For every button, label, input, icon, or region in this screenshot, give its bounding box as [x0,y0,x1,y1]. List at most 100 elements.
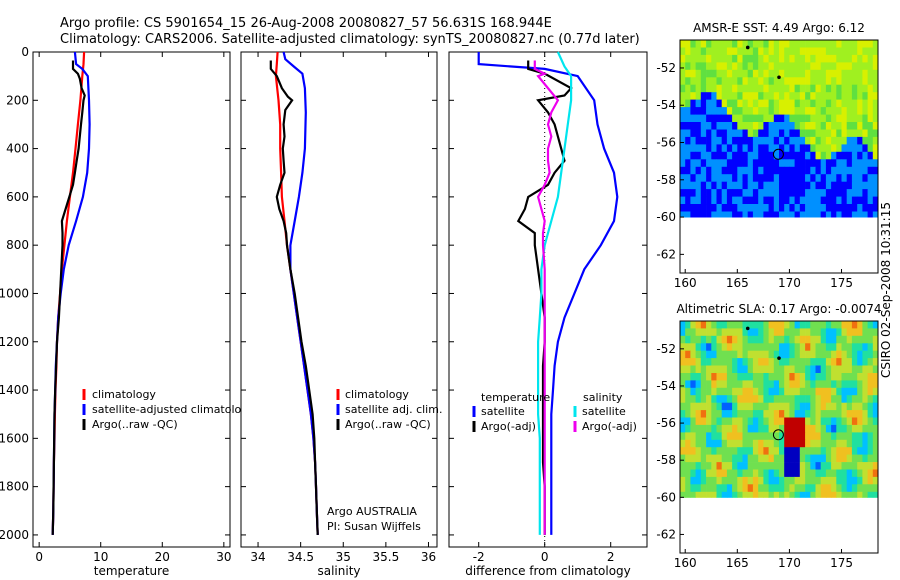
sla-map-cell [872,365,879,374]
sst-map-cell [716,196,723,205]
sla-map-cell [805,373,811,381]
sst-map-cell [758,144,764,153]
sst-map-cell [700,54,707,63]
temperature-xtick-label: 10 [93,550,108,564]
sla-map-cell [810,350,816,359]
sst-map-cell [810,114,816,123]
sla-map-cell [768,439,775,448]
sst-map-cell [773,107,780,115]
sst-map-cell [737,204,743,212]
sst-map-cell [867,181,874,190]
sla-map-cell [810,402,816,411]
sst-map-cell [685,84,691,93]
sst-map-cell [721,92,728,101]
sla-map-cell [820,476,827,485]
panel-sla-map: 160 165 170 175-52-54-56-58-60-62Altimetric… [656,302,881,570]
sst-map-cell [732,47,738,56]
sst-map-cell [690,122,696,130]
sla-map-cell [773,447,780,455]
sst-map-cell [810,84,816,93]
sst-map-cell [716,54,723,63]
sla-map-cell [789,447,795,455]
sla-map-cell [794,395,801,403]
sla-map-cell [841,476,848,485]
sla-map-cell [747,454,754,463]
sla-map-cell [851,484,858,493]
sst-map-cell [690,84,696,93]
sst-map-cell [747,204,754,212]
sla-map-cell [836,358,842,366]
sla-map-cell [846,328,853,337]
sst-map-cell [732,174,738,183]
sst-map-cell [815,189,822,197]
sst-map-cell [737,69,743,78]
sst-map-cell [716,122,723,130]
sst-map-cell [820,211,827,218]
sla-map-cell [851,454,858,463]
sst-map-cell [742,99,749,108]
panel-salinity: 34 34.5 35 35.5 36salinityclimatologysatelli… [240,51,442,578]
sla-map-cell [737,358,743,366]
sla-map-cell [784,447,790,455]
sla-map-cell [862,439,868,448]
sla-map-cell [695,454,702,463]
sst-map-cell [779,204,785,212]
sla-map-cell [779,328,785,337]
sst-map-cell [752,144,759,153]
sla-map-cell [810,387,816,396]
sla-map-cell [846,343,853,352]
sst-map-cell [805,77,811,86]
sst-map-cell [732,196,738,205]
sla-map-cell [706,462,712,470]
sla-map-cell [773,350,780,359]
sla-map-cell [862,462,868,470]
sla-map-cell [685,491,691,498]
sla-map-cell [721,454,728,463]
sla-map-cell [841,454,848,463]
sst-map-cell [799,129,806,138]
sst-map-cell [789,69,795,78]
sla-map-cell [680,417,686,426]
sla-map-cell [794,358,801,366]
sla-map-cell [846,432,853,441]
sla-map-cell [732,476,738,485]
sla-map-cell [867,380,874,389]
sla-map-cell [815,469,822,478]
sst-map-cell [872,129,879,138]
sla-map-cell [716,410,723,418]
sst-map-cell [721,62,728,71]
sla-map-cell [867,476,874,485]
sst-map-cell [779,69,785,78]
sst-map-cell [851,211,858,218]
sla-map-cell [851,424,858,433]
sla-map-cell [805,410,811,418]
sla-map-cell [779,432,785,441]
sla-map-cell [779,365,785,374]
sst-map-cell [805,69,811,78]
sla-map-cell [789,328,795,337]
sla-map-cell [857,343,863,352]
sla-map-cell [862,402,868,411]
sst-map-cell [794,99,801,108]
sla-map-cell [825,335,832,344]
sst-map-cell [815,181,822,190]
sst-map-cell [799,174,806,183]
sla-map-cell [685,439,691,448]
sst-map-cell [726,181,733,190]
sst-map-cell [716,159,723,168]
sst-map-cell [763,144,769,153]
sla-map-cell [716,402,723,411]
sla-map-cell [726,417,733,426]
sla-map-cell [872,350,879,359]
sst-map-cell [732,69,738,78]
sst-map-cell [695,196,702,205]
sst-map-cell [846,196,853,205]
sst-map-cell [799,77,806,86]
sst-map-cell [836,47,842,56]
sst-map-cell [867,174,874,183]
sla-map-cell [799,484,806,493]
sst-map-cell [685,129,691,138]
sst-map-cell [680,40,686,48]
sst-map-cell [779,84,785,93]
sst-map-cell [768,189,775,197]
